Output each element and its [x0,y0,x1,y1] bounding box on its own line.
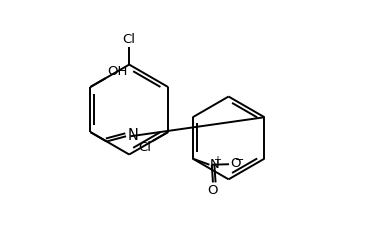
Text: N: N [127,128,138,143]
Text: N: N [210,158,219,171]
Text: +: + [213,155,221,165]
Text: O: O [208,184,218,197]
Text: −: − [234,155,244,165]
Text: O: O [230,157,241,170]
Text: OH: OH [107,65,127,78]
Text: Cl: Cl [123,33,136,46]
Text: Cl: Cl [139,141,152,154]
